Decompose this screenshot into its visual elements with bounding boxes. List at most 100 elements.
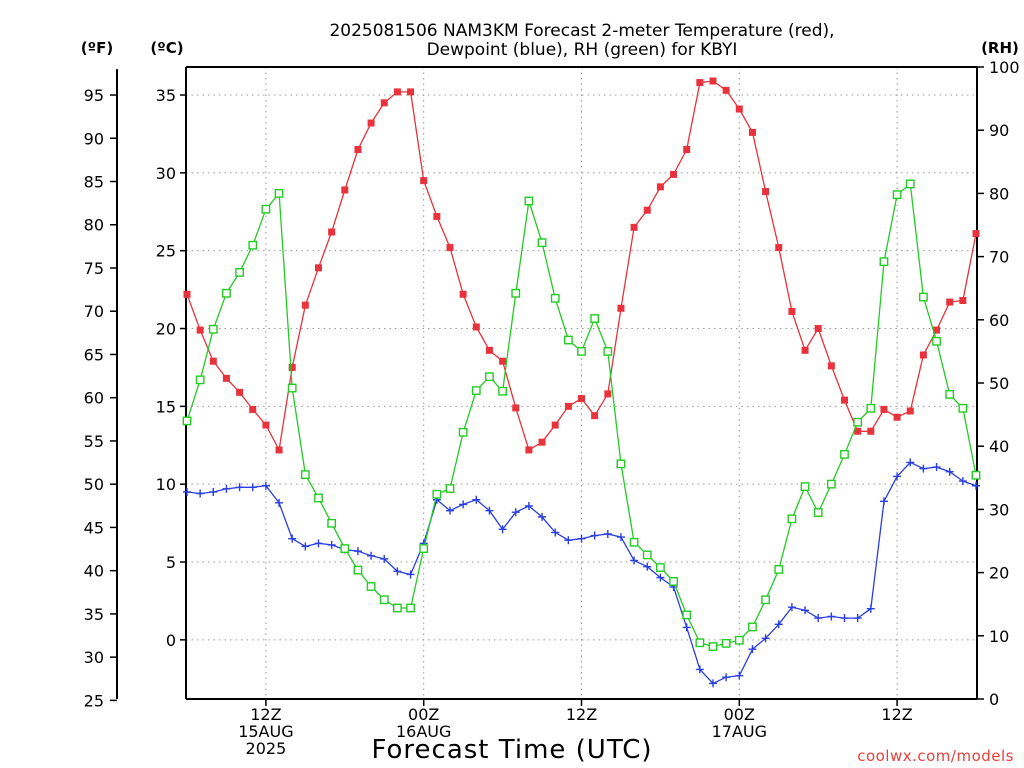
dewpoint-point	[459, 500, 468, 509]
temperature-point	[748, 128, 756, 136]
rh-point	[721, 638, 731, 648]
rh-point	[734, 635, 744, 645]
celsius-tick-label: 25	[156, 242, 176, 261]
data-series	[182, 77, 981, 688]
rh-point	[222, 288, 231, 298]
series-dewpoint	[183, 458, 980, 688]
temperature-point	[722, 86, 730, 94]
celsius-tick-label: 20	[156, 320, 176, 339]
fahrenheit-tick-label: 70	[84, 302, 104, 321]
temperature-point	[367, 119, 375, 127]
temperature-point	[315, 264, 322, 272]
temperature-point	[775, 244, 783, 252]
dewpoint-point	[616, 533, 625, 542]
dewpoint-point	[406, 570, 415, 579]
rh-tick-label: 10	[989, 627, 1009, 646]
rh-point	[537, 238, 547, 248]
temperature-point	[972, 230, 980, 238]
series-rh	[182, 179, 981, 651]
rh-tick-label: 40	[989, 437, 1009, 456]
temperature-point	[696, 79, 704, 87]
rh-point	[485, 372, 494, 382]
axes: 2530354045505560657075808590950510152025…	[84, 58, 1020, 758]
dewpoint-point	[524, 501, 533, 510]
temperature-point	[617, 304, 625, 312]
rh-point	[248, 240, 258, 250]
rh-point	[787, 514, 797, 524]
fahrenheit-unit-label: (ºF)	[81, 39, 113, 57]
rh-tick-label: 30	[989, 500, 1009, 519]
temperature-point	[472, 323, 480, 331]
temperature-point	[591, 412, 599, 420]
temperature-point	[933, 326, 941, 334]
dewpoint-point	[603, 529, 612, 538]
dewpoint-point	[498, 525, 507, 534]
temperature-point	[236, 388, 244, 396]
rh-point	[945, 389, 955, 399]
rh-point	[577, 347, 586, 356]
dewpoint-point	[446, 506, 454, 515]
dewpoint-point	[261, 481, 270, 490]
fahrenheit-tick-label: 45	[84, 518, 104, 537]
dewpoint-point	[353, 547, 362, 556]
rh-point	[393, 603, 402, 613]
rh-point	[682, 610, 692, 620]
dewpoint-point	[656, 573, 665, 582]
rh-point	[826, 479, 836, 489]
dewpoint-point	[222, 484, 231, 493]
x-tick-label: 12Z	[566, 705, 597, 724]
dewpoint-point	[722, 673, 731, 682]
rh-point	[708, 642, 718, 651]
dewpoint-point	[906, 458, 915, 467]
rh-point	[958, 403, 968, 413]
dewpoint-point	[327, 540, 336, 549]
rh-unit-label: (RH)	[981, 39, 1019, 57]
dewpoint-point	[538, 512, 547, 521]
rh-tick-label: 100	[989, 58, 1020, 77]
temperature-point	[946, 298, 954, 306]
rh-tick-label: 20	[989, 564, 1009, 583]
dewpoint-point	[853, 614, 862, 623]
rh-point	[419, 544, 429, 553]
rh-point	[261, 204, 271, 214]
rh-point	[353, 565, 363, 575]
rh-point	[524, 196, 534, 206]
dewpoint-point	[709, 679, 717, 688]
rh-tick-label: 90	[989, 121, 1009, 140]
temperature-point	[670, 170, 678, 178]
rh-point	[853, 417, 863, 427]
rh-point	[971, 470, 981, 480]
dewpoint-point	[748, 645, 757, 654]
temperature-point	[249, 405, 257, 413]
temperature-point	[867, 427, 875, 435]
celsius-tick-label: 0	[166, 631, 176, 650]
celsius-tick-label: 5	[166, 553, 176, 572]
celsius-tick-label: 15	[156, 397, 176, 416]
dewpoint-point	[695, 665, 704, 674]
temperature-point	[906, 407, 914, 415]
dewpoint-point	[380, 554, 389, 563]
rh-point	[695, 638, 705, 648]
temperature-point	[735, 105, 743, 113]
rh-point	[471, 386, 481, 395]
rh-point	[432, 489, 442, 499]
fahrenheit-tick-label: 30	[84, 648, 104, 667]
rh-point	[800, 482, 810, 492]
temperature-point	[709, 77, 717, 85]
fahrenheit-tick-label: 90	[84, 129, 104, 148]
dewpoint-point	[958, 477, 967, 486]
temperature-point	[512, 404, 520, 412]
x-tick-label: 17AUG	[712, 722, 767, 741]
dewpoint-point	[945, 467, 954, 476]
dewpoint-point	[643, 562, 652, 571]
fahrenheit-tick-label: 85	[84, 173, 104, 192]
fahrenheit-tick-label: 50	[84, 475, 104, 494]
temperature-point	[762, 188, 770, 196]
rh-point	[340, 544, 350, 553]
dewpoint-point	[919, 464, 928, 473]
dewpoint-point	[472, 495, 481, 504]
dewpoint-point	[682, 623, 691, 632]
dewpoint-point	[288, 534, 297, 543]
temperature-point	[604, 390, 612, 398]
temperature-point	[788, 307, 796, 315]
